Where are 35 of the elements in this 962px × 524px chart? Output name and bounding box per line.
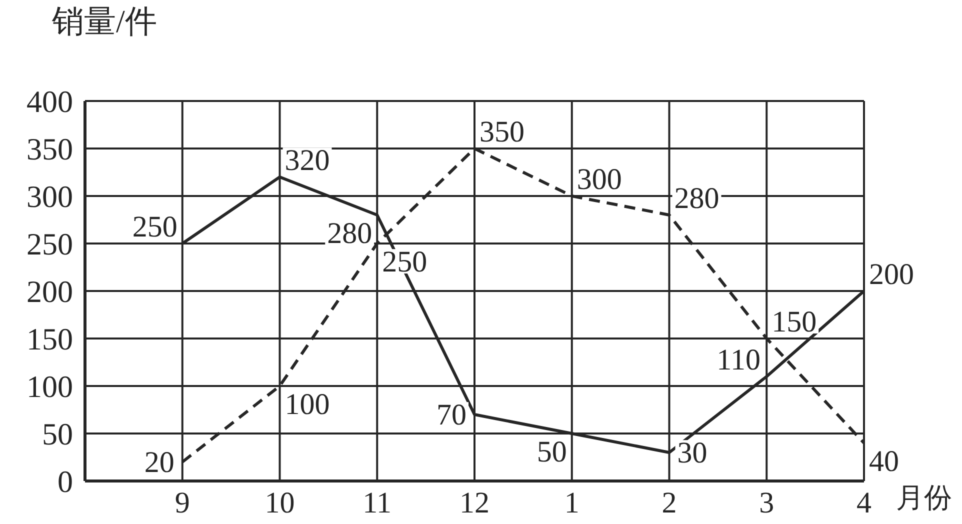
data-label: 280 xyxy=(674,182,720,215)
data-label: 50 xyxy=(536,436,567,468)
x-axis-title: 月份 xyxy=(896,482,952,516)
x-tick-label: 10 xyxy=(264,486,295,520)
y-tick-label: 400 xyxy=(26,84,73,120)
y-tick-label: 250 xyxy=(26,226,73,262)
x-tick-label: 3 xyxy=(759,486,774,520)
y-tick-label: 200 xyxy=(26,274,73,310)
x-tick-label: 9 xyxy=(174,486,190,520)
data-label: 350 xyxy=(480,116,524,148)
y-tick-label: 100 xyxy=(26,369,73,404)
y-tick-label: 0 xyxy=(58,464,73,500)
x-tick-label: 4 xyxy=(856,486,872,520)
data-label: 280 xyxy=(327,217,372,250)
data-label: 250 xyxy=(132,210,178,244)
y-axis-title: 销量/件 xyxy=(52,2,157,40)
data-label: 200 xyxy=(869,258,914,291)
x-tick-label: 11 xyxy=(362,486,392,520)
data-label: 110 xyxy=(716,344,761,376)
x-tick-label: 12 xyxy=(460,486,490,520)
data-label: 300 xyxy=(576,163,622,196)
y-tick-label: 50 xyxy=(42,416,73,452)
x-tick-label: 2 xyxy=(662,486,677,520)
y-tick-label: 350 xyxy=(26,132,73,167)
x-tick-label: 1 xyxy=(564,486,580,520)
y-tick-label: 150 xyxy=(26,322,73,357)
data-label: 100 xyxy=(284,388,330,421)
data-label: 320 xyxy=(284,144,330,177)
data-label: 70 xyxy=(436,398,466,432)
data-label: 150 xyxy=(772,306,817,338)
data-label: 40 xyxy=(869,445,899,478)
data-label: 30 xyxy=(677,436,708,470)
y-tick-label: 300 xyxy=(26,179,73,214)
data-label: 250 xyxy=(382,246,428,278)
data-label: 20 xyxy=(144,446,174,479)
